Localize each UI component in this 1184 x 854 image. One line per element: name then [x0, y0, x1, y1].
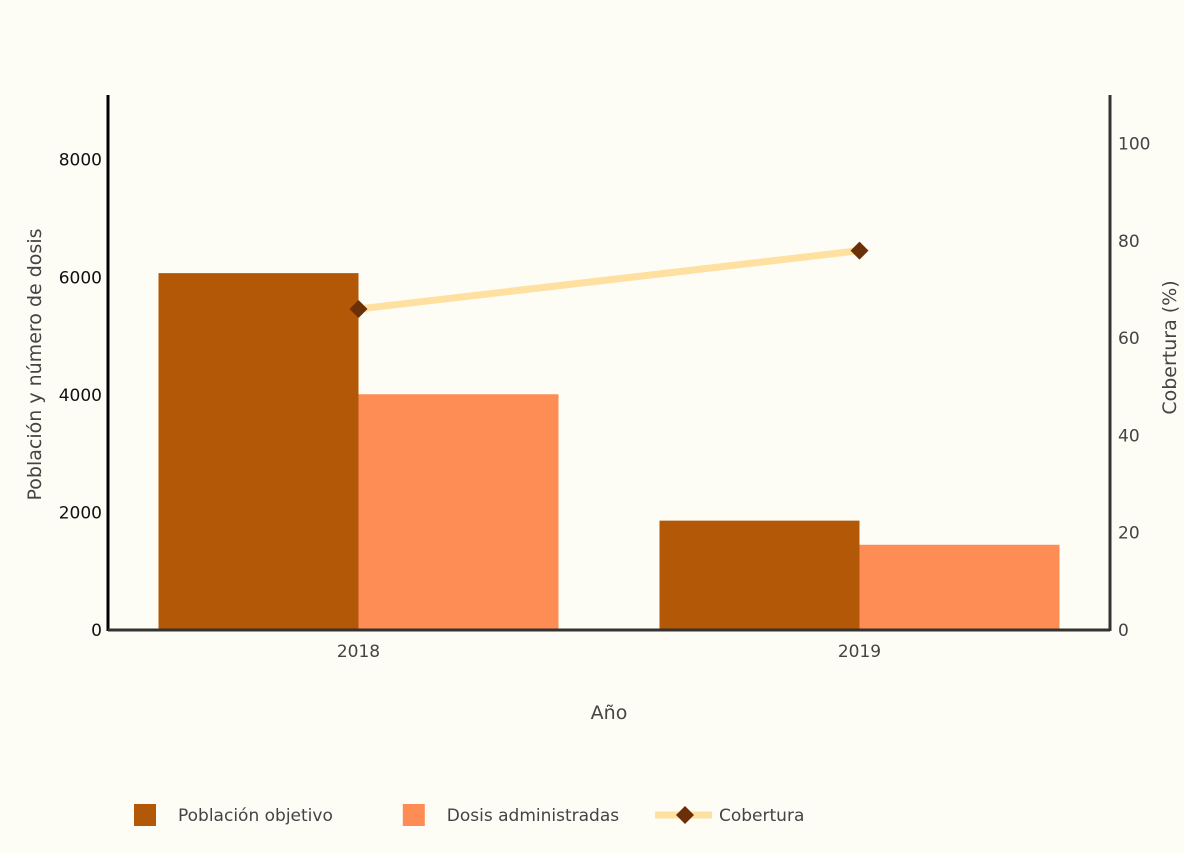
legend-label: Cobertura [719, 806, 804, 826]
y-tick-label: 8000 [59, 151, 102, 171]
y2-tick-label: 80 [1118, 232, 1140, 252]
y2-tick-label: 0 [1118, 621, 1129, 641]
point-cobertura-2019 [850, 241, 869, 260]
axes-layer [106, 95, 1112, 632]
legend-swatch [402, 804, 425, 826]
y2-axis-label: Cobertura (%) [1159, 280, 1181, 414]
line-cobertura [358, 247, 860, 313]
x-axis-label: Año [591, 702, 628, 724]
legend-label: Población objetivo [178, 806, 333, 826]
y2-tick-label: 60 [1118, 329, 1140, 349]
point-cobertura-2018 [349, 300, 368, 318]
y-tick-label: 4000 [59, 386, 102, 406]
bars-layer [158, 273, 1060, 630]
y2-tick-label: 100 [1118, 135, 1150, 155]
legend-marker [676, 806, 694, 824]
y-tick-label: 6000 [59, 268, 102, 288]
legend-swatch [134, 804, 156, 826]
ticks-layer: 0 2000 4000 6000 8000 0 20 40 60 80 100 2018 2019 [59, 135, 1151, 662]
legend: Población objetivo Dosis administradas Cob… [134, 804, 804, 826]
y-axis-label: Población y número de dosis [24, 229, 46, 501]
y2-tick-label: 40 [1118, 426, 1140, 446]
y-tick-label: 0 [91, 621, 102, 641]
legend-label: Dosis administradas [447, 806, 619, 826]
y-tick-label: 2000 [59, 503, 102, 523]
bar-dosis-administradas-2018 [358, 394, 559, 630]
y2-tick-label: 20 [1118, 524, 1140, 544]
bar-población-objetivo-2019 [659, 520, 860, 630]
x-tick-label: 2019 [838, 642, 881, 662]
bar-dosis-administradas-2019 [859, 544, 1060, 630]
bar-población-objetivo-2018 [158, 273, 359, 630]
x-tick-label: 2018 [337, 642, 380, 662]
line-layer [349, 241, 869, 318]
